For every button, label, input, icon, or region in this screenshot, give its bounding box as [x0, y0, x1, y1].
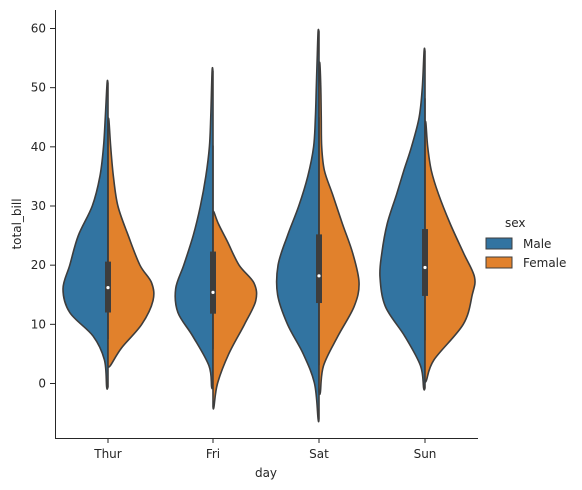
legend-swatch-female [485, 256, 513, 269]
iqr-box-sun [422, 229, 428, 296]
y-tick-label: 60 [31, 22, 46, 36]
x-axis-label: day [255, 466, 277, 480]
x-tick-label-fri: Fri [206, 447, 220, 461]
violin-male-sun [379, 47, 426, 391]
axes-layer [55, 10, 478, 439]
x-tick-label-sun: Sun [414, 447, 437, 461]
legend-swatch-male [485, 237, 513, 250]
box-layer [105, 98, 428, 366]
iqr-box-sat [316, 234, 322, 304]
median-dot-fri [211, 290, 215, 294]
median-dot-thur [106, 286, 110, 290]
violin-male-thur [62, 79, 109, 390]
median-dot-sun [423, 265, 427, 270]
violin-female-sat [318, 61, 360, 396]
violins-layer [62, 28, 476, 423]
y-tick-label: 10 [31, 317, 46, 331]
violin-male-sat [275, 28, 320, 423]
x-tick-label-sat: Sat [309, 447, 329, 461]
legend-title: sex [505, 216, 526, 230]
y-tick-label: 40 [31, 140, 46, 154]
y-tick-label: 30 [31, 199, 46, 213]
legend-label-male: Male [523, 237, 551, 251]
violin-male-fri [174, 66, 214, 390]
x-ticks: Thur Fri Sat Sun [93, 438, 436, 461]
violin-female-fri [212, 210, 258, 410]
legend: sex Male Female [485, 216, 566, 270]
y-ticks: 0 10 20 30 40 50 60 [31, 22, 55, 391]
violin-female-thur [107, 117, 155, 368]
y-tick-label: 0 [38, 377, 46, 391]
x-tick-label-thur: Thur [93, 447, 122, 461]
y-tick-label: 20 [31, 258, 46, 272]
violin-female-sun [424, 120, 476, 383]
median-dot-sat [317, 274, 321, 278]
iqr-box-fri [210, 251, 216, 314]
legend-label-female: Female [523, 256, 566, 270]
y-axis-label: total_bill [10, 198, 24, 249]
y-tick-label: 50 [31, 81, 46, 95]
